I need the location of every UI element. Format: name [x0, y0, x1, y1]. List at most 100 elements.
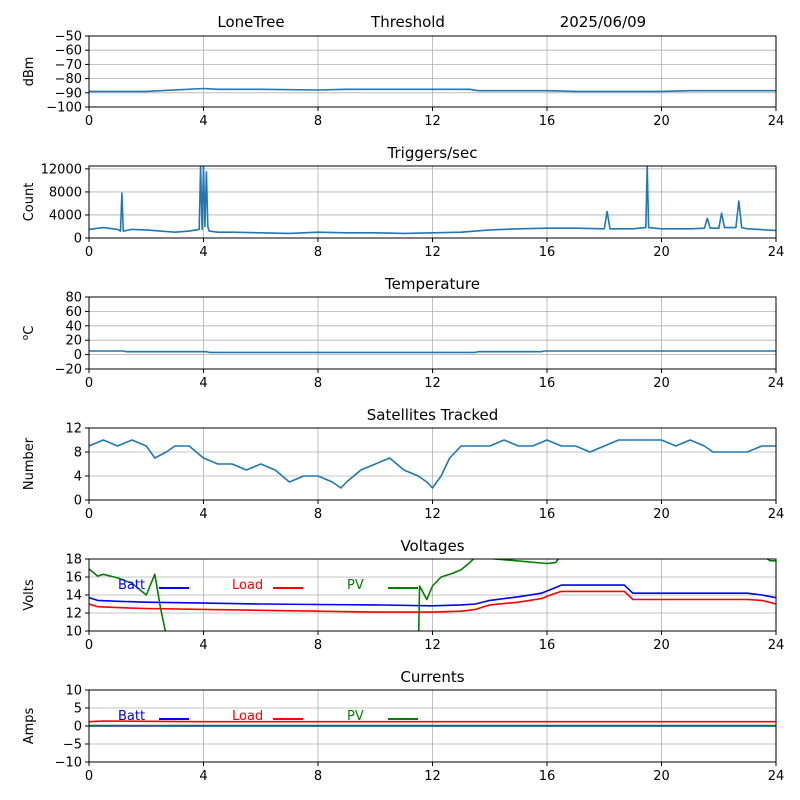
y-tick-label: 60 — [65, 305, 82, 320]
series-line-load — [89, 590, 776, 613]
x-tick-label: 8 — [314, 376, 322, 391]
y-tick-label: −5 — [63, 738, 82, 753]
chart-panel-2: 0 4 8 12 16 20 24 0 4000 8000 12000 Triggers/sec Cou… — [22, 144, 784, 260]
y-tick-label: −100 — [46, 101, 82, 116]
chart-title: Voltages — [400, 537, 464, 555]
y-tick-label: 12 — [65, 607, 82, 622]
x-tick-label: 8 — [314, 638, 322, 653]
y-tick-label: −80 — [55, 72, 82, 87]
x-tick-label: 0 — [85, 507, 93, 522]
y-tick-label: 5 — [74, 702, 82, 717]
legend-label-pv: PV — [347, 578, 364, 593]
y-tick-label: 0 — [74, 720, 82, 735]
x-tick-label: 0 — [85, 638, 93, 653]
y-tick-label: 16 — [65, 571, 82, 586]
legend-label-batt: Batt — [118, 709, 145, 724]
x-tick-label: 16 — [539, 769, 556, 784]
x-tick-label: 20 — [653, 507, 670, 522]
x-tick-label: 12 — [424, 376, 441, 391]
y-axis-label: Number — [22, 437, 37, 490]
y-axis-label: dBm — [22, 57, 37, 87]
x-tick-label: 4 — [199, 769, 207, 784]
x-tick-label: 20 — [653, 245, 670, 260]
chart-title: Triggers/sec — [387, 144, 478, 162]
series-line-pv — [89, 559, 776, 631]
x-tick-label: 12 — [424, 245, 441, 260]
x-tick-label: 12 — [424, 114, 441, 129]
station-name: LoneTree — [217, 13, 284, 31]
y-tick-label: 0 — [74, 494, 82, 509]
series-line-1 — [89, 350, 776, 354]
y-tick-label: 40 — [65, 319, 82, 334]
date-label: 2025/06/09 — [560, 13, 646, 31]
x-tick-label: 16 — [539, 245, 556, 260]
x-tick-label: 4 — [199, 507, 207, 522]
x-tick-label: 20 — [653, 376, 670, 391]
y-axis-label: Amps — [22, 707, 37, 744]
x-tick-label: 24 — [768, 114, 785, 129]
x-tick-label: 4 — [199, 245, 207, 260]
y-tick-label: −60 — [55, 44, 82, 59]
series-line-load — [89, 720, 776, 723]
x-tick-label: 4 — [199, 114, 207, 129]
x-tick-label: 16 — [539, 114, 556, 129]
x-tick-label: 8 — [314, 769, 322, 784]
chart-panel-1: 0 4 8 12 16 20 24 −100−90−80−70−60−50 dBm — [22, 30, 784, 130]
x-tick-label: 12 — [424, 507, 441, 522]
y-tick-label: −10 — [55, 756, 82, 771]
y-tick-label: 18 — [65, 553, 82, 568]
x-tick-label: 16 — [539, 638, 556, 653]
chart-title: Currents — [400, 668, 464, 686]
y-tick-label: −20 — [55, 363, 82, 378]
mode-label: Threshold — [370, 13, 445, 31]
legend-label-load: Load — [232, 578, 263, 593]
series-line-1 — [89, 166, 776, 235]
y-tick-label: 8000 — [49, 185, 82, 200]
y-tick-label: 10 — [65, 625, 82, 640]
y-tick-label: 10 — [65, 684, 82, 699]
y-tick-label: 14 — [65, 589, 82, 604]
x-tick-label: 24 — [768, 638, 785, 653]
y-tick-label: 12 — [65, 422, 82, 437]
series-line-batt — [89, 584, 776, 607]
legend-label-batt: Batt — [118, 578, 145, 593]
y-tick-label: 4 — [74, 470, 82, 485]
x-tick-label: 20 — [653, 769, 670, 784]
y-axis-label: oC — [21, 326, 37, 341]
x-tick-label: 0 — [85, 376, 93, 391]
x-tick-label: 20 — [653, 114, 670, 129]
y-tick-label: −50 — [55, 30, 82, 45]
y-tick-label: 12000 — [41, 162, 82, 177]
chart-panel-6: 0 4 8 12 16 20 24 −10 −5 0 5 10 Currents Amps Batt Load… — [22, 668, 784, 784]
chart-panel-5: 0 4 8 12 16 20 24 10 12 14 16 18 Voltages Volts Batt Lo… — [22, 537, 785, 653]
chart-panel-4: 0 4 8 12 16 20 24 0 4 8 12 Satellites Tracked Number — [22, 406, 784, 522]
x-tick-label: 16 — [539, 507, 556, 522]
x-tick-label: 16 — [539, 376, 556, 391]
x-tick-label: 24 — [768, 245, 785, 260]
x-tick-label: 24 — [768, 376, 785, 391]
y-tick-label: 0 — [74, 232, 82, 247]
x-tick-label: 0 — [85, 769, 93, 784]
y-tick-label: 4000 — [49, 208, 82, 223]
y-tick-label: −90 — [55, 86, 82, 101]
y-tick-label: 80 — [65, 291, 82, 306]
x-tick-label: 8 — [314, 114, 322, 129]
legend-label-pv: PV — [347, 709, 364, 724]
y-tick-label: −70 — [55, 58, 82, 73]
x-tick-label: 24 — [768, 769, 785, 784]
x-tick-label: 20 — [653, 638, 670, 653]
series-line-1 — [89, 87, 776, 93]
x-tick-label: 4 — [199, 638, 207, 653]
legend-label-load: Load — [232, 709, 263, 724]
x-tick-label: 24 — [768, 507, 785, 522]
x-tick-label: 12 — [424, 769, 441, 784]
x-tick-label: 0 — [85, 114, 93, 129]
chart-title: Satellites Tracked — [367, 406, 498, 424]
x-tick-label: 4 — [199, 376, 207, 391]
y-tick-label: 0 — [74, 348, 82, 363]
y-axis-label: Volts — [22, 579, 37, 611]
x-tick-label: 12 — [424, 638, 441, 653]
